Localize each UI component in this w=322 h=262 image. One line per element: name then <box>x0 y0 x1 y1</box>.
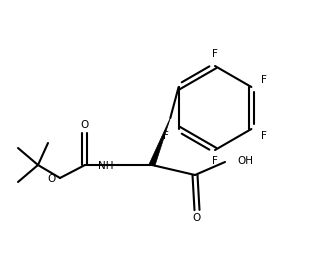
Text: F: F <box>212 49 218 59</box>
Text: F: F <box>212 156 218 166</box>
Text: O: O <box>48 174 56 184</box>
Text: F: F <box>261 75 267 85</box>
Text: F: F <box>261 131 267 141</box>
Text: F: F <box>163 131 168 141</box>
Polygon shape <box>149 118 170 166</box>
Text: NH: NH <box>99 161 114 171</box>
Text: OH: OH <box>237 156 253 166</box>
Text: O: O <box>193 213 201 223</box>
Text: O: O <box>81 120 89 130</box>
